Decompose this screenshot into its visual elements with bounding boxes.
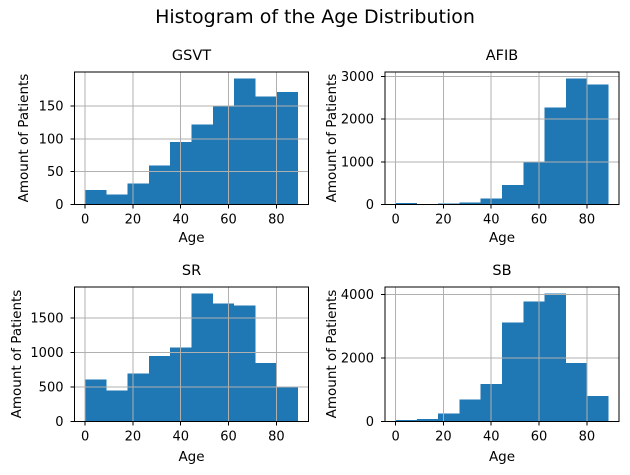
histogram-bar [459, 399, 481, 422]
histogram-bar [544, 107, 566, 205]
histogram-bar [191, 124, 213, 205]
y-tick-label: 1000 [30, 346, 63, 361]
y-tick-label: 0 [55, 198, 63, 213]
histogram-bar [395, 420, 417, 422]
xaxis-label-gsvt: Age [178, 230, 205, 246]
yaxis-label-afib: Amount of Patients [324, 73, 340, 203]
xaxis-label-afib: Age [488, 230, 516, 246]
x-tick-label: 0 [81, 430, 89, 445]
histogram-bar [127, 183, 149, 205]
y-tick-label: 2000 [341, 113, 374, 128]
y-tick-label: 0 [55, 415, 63, 430]
x-tick-label: 60 [220, 213, 237, 228]
x-tick-label: 0 [391, 213, 399, 228]
y-tick-label: 3000 [341, 70, 374, 85]
histogram-bar [544, 293, 566, 422]
yaxis-label-gsvt: Amount of Patients [16, 73, 32, 203]
axes-frame [74, 71, 309, 205]
subplot-title-sr: SR [181, 263, 202, 279]
histogram-bar [438, 203, 460, 205]
x-tick-label: 80 [268, 430, 285, 445]
xaxis-label-sb: Age [488, 448, 516, 465]
x-tick-label: 40 [483, 213, 500, 228]
histogram-bar [255, 362, 277, 422]
x-tick-label: 40 [483, 430, 500, 445]
x-tick-label: 80 [579, 430, 596, 445]
axes-frame [384, 71, 620, 205]
histogram-bar [212, 105, 235, 205]
histogram-bar [276, 387, 298, 422]
figure-title: Histogram of the Age Distribution [155, 6, 475, 28]
x-tick-label: 80 [579, 213, 596, 228]
subplot-title-afib: AFIB [485, 48, 519, 64]
histogram-bar [416, 418, 439, 422]
y-tick-label: 150 [39, 99, 64, 114]
histogram-bar [276, 92, 298, 205]
histogram-bar [85, 190, 107, 205]
x-tick-label: 20 [435, 430, 452, 445]
histogram-bar [565, 78, 588, 205]
histogram-bar [523, 301, 545, 422]
x-tick-label: 60 [531, 213, 548, 228]
histogram-bar [587, 396, 609, 422]
axes-frame [384, 286, 620, 422]
y-tick-label: 100 [39, 132, 64, 147]
histogram-bar [395, 202, 417, 205]
axes-frame [74, 286, 309, 422]
x-tick-label: 0 [81, 213, 89, 228]
yaxis-label-sr: Amount of Patients [9, 289, 25, 419]
histogram-bar [234, 305, 256, 422]
y-tick-label: 50 [47, 165, 64, 180]
y-tick-label: 1500 [30, 311, 63, 326]
histogram-bar [502, 185, 524, 205]
x-tick-label: 20 [125, 213, 142, 228]
histogram-bar [106, 194, 128, 205]
x-tick-label: 40 [172, 430, 189, 445]
histogram-bar [565, 363, 588, 422]
histogram-bar [191, 293, 213, 422]
histogram-bar [459, 202, 481, 205]
x-tick-label: 0 [391, 430, 399, 445]
histogram-bar [502, 322, 524, 422]
y-tick-label: 1000 [341, 155, 374, 170]
xaxis-label-sr: Age [178, 448, 205, 465]
histogram-bar [127, 373, 149, 422]
x-tick-label: 80 [268, 213, 285, 228]
subplot-title-gsvt: GSVT [171, 48, 212, 64]
yaxis-label-sb: Amount of Patients [324, 289, 340, 419]
histogram-bar [148, 355, 171, 422]
histogram-bar [587, 84, 609, 205]
histogram-bar [523, 161, 545, 205]
x-tick-label: 60 [220, 430, 237, 445]
x-tick-label: 20 [125, 430, 142, 445]
y-tick-label: 0 [366, 198, 374, 213]
y-tick-label: 2000 [341, 352, 374, 367]
y-tick-label: 500 [39, 380, 64, 395]
histogram-bar [106, 390, 128, 422]
x-tick-label: 60 [531, 430, 548, 445]
y-tick-label: 4000 [341, 288, 374, 303]
histogram-bar [85, 379, 107, 422]
subplot-title-sb: SB [492, 263, 512, 279]
histogram-bar [148, 165, 171, 205]
histogram-bar [212, 303, 235, 422]
y-tick-label: 0 [366, 415, 374, 430]
histogram-bar [438, 413, 460, 422]
histogram-bar [234, 78, 256, 205]
x-tick-label: 20 [435, 213, 452, 228]
x-tick-label: 40 [172, 213, 189, 228]
histogram-bar [255, 96, 277, 205]
